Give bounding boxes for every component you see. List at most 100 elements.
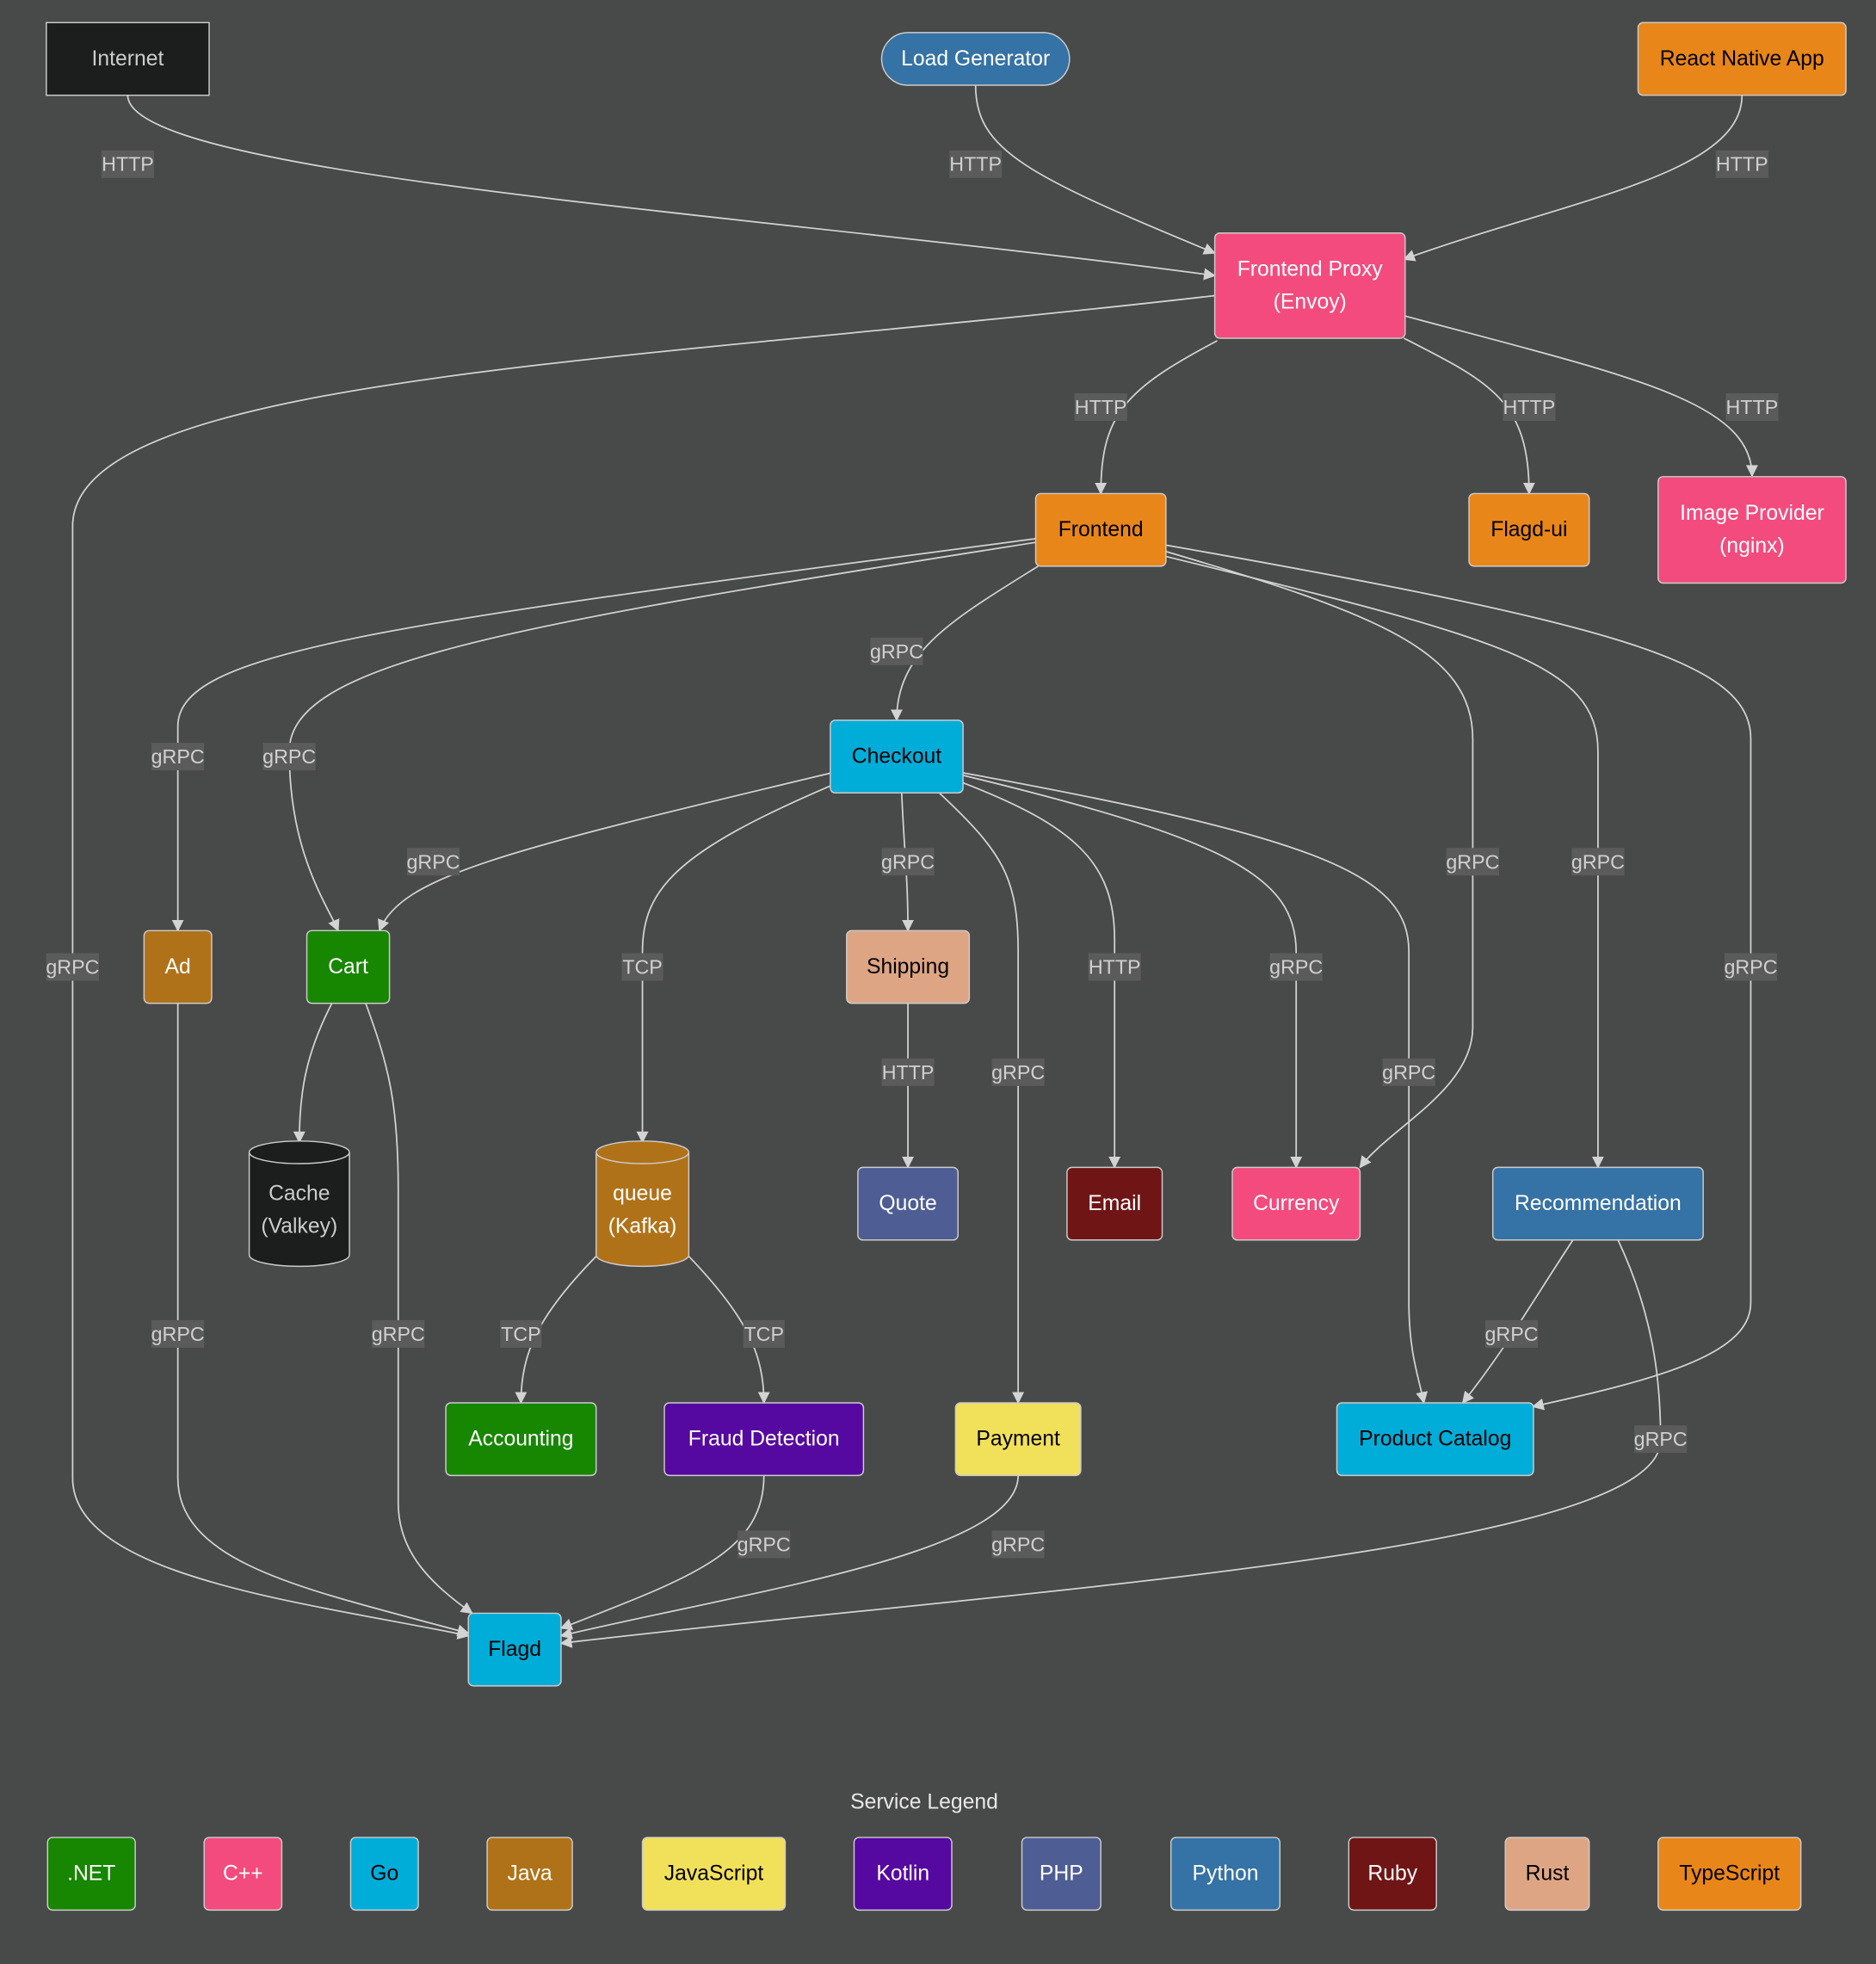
node-quote[interactable]: Quote bbox=[857, 1166, 960, 1241]
legend-swatch bbox=[46, 1837, 136, 1912]
nodes-layer: Internet Load Generator React Native App Fr… bbox=[46, 22, 1847, 1687]
node-payment[interactable]: Payment bbox=[954, 1402, 1082, 1477]
legend-label: Rust bbox=[1526, 1862, 1570, 1886]
node-checkout[interactable]: Checkout bbox=[830, 720, 964, 794]
node-email[interactable]: Email bbox=[1066, 1166, 1163, 1241]
node-label: Email bbox=[1088, 1192, 1141, 1215]
edge-protocol-label: HTTP bbox=[882, 1061, 935, 1084]
edge-label-proxy-to-frontend: HTTP bbox=[1074, 393, 1127, 422]
node-box bbox=[467, 1612, 562, 1687]
legend-swatch bbox=[203, 1837, 283, 1912]
cylinder-top-rim bbox=[595, 1152, 690, 1164]
legend-item-kotlin: Kotlin bbox=[853, 1837, 953, 1912]
legend-label: TypeScript bbox=[1679, 1862, 1780, 1886]
legend-item-go: Go bbox=[349, 1837, 419, 1912]
node-label: (nginx) bbox=[1719, 534, 1785, 558]
node-label: (Valkey) bbox=[261, 1214, 337, 1238]
edge-label-background bbox=[1571, 848, 1625, 876]
edge-protocol-label: HTTP bbox=[1716, 153, 1768, 176]
node-accounting[interactable]: Accounting bbox=[445, 1402, 597, 1477]
edge-label-background bbox=[1634, 1425, 1688, 1454]
edge-protocol-label: HTTP bbox=[1503, 396, 1556, 418]
node-label: Internet bbox=[92, 47, 164, 71]
legend-item-c: C++ bbox=[203, 1837, 283, 1912]
node-rnapp[interactable]: React Native App bbox=[1637, 22, 1847, 96]
edge-label-checkout-to-email: HTTP bbox=[1088, 953, 1141, 981]
legend-item-java: Java bbox=[486, 1837, 573, 1912]
node-ad[interactable]: Ad bbox=[143, 930, 213, 1004]
edge-label-checkout-to-queue: TCP bbox=[621, 953, 663, 981]
node-box bbox=[1637, 22, 1847, 96]
node-loadgen[interactable]: Load Generator bbox=[880, 32, 1071, 86]
edge-label-frontend-to-cart: gRPC bbox=[262, 743, 316, 771]
edge-label-shipping-to-quote: HTTP bbox=[881, 1058, 935, 1086]
edge-frontend-to-productcatalog bbox=[1164, 544, 1752, 1411]
node-cache[interactable]: Cache (Valkey) bbox=[248, 1140, 350, 1268]
edge-protocol-label: gRPC bbox=[1382, 1061, 1435, 1084]
edge-label-background bbox=[1382, 1058, 1435, 1086]
node-box bbox=[857, 1166, 960, 1241]
node-label: (Kafka) bbox=[608, 1214, 677, 1238]
legend-swatch bbox=[1021, 1837, 1102, 1912]
legend-swatch bbox=[1348, 1837, 1437, 1912]
node-label: Flagd-ui bbox=[1490, 518, 1567, 541]
edge-proxy-to-image bbox=[1404, 314, 1758, 478]
edge-protocol-label: gRPC bbox=[262, 745, 316, 768]
node-box bbox=[1213, 232, 1406, 339]
node-label: Cart bbox=[328, 955, 368, 979]
node-productcatalog[interactable]: Product Catalog bbox=[1336, 1402, 1534, 1477]
edge-label-frontend-to-productcatalog: gRPC bbox=[1724, 953, 1778, 981]
edge-protocol-label: TCP bbox=[744, 1323, 784, 1345]
database-cylinder-shape bbox=[595, 1140, 690, 1268]
edge-label-background bbox=[1503, 393, 1556, 422]
legend-item-rust: Rust bbox=[1504, 1837, 1590, 1912]
node-box bbox=[1491, 1166, 1704, 1241]
node-fraud[interactable]: Fraud Detection bbox=[663, 1402, 865, 1477]
edge-protocol-label: HTTP bbox=[949, 153, 1002, 176]
legend-item-javascript: JavaScript bbox=[641, 1837, 787, 1912]
node-flagdui[interactable]: Flagd-ui bbox=[1468, 492, 1590, 567]
node-frontend[interactable]: Frontend bbox=[1034, 492, 1167, 567]
legend-swatch bbox=[349, 1837, 419, 1912]
edge-frontend-to-ad bbox=[171, 537, 1036, 932]
edge-protocol-label: HTTP bbox=[102, 153, 154, 176]
node-image[interactable]: Image Provider (nginx) bbox=[1657, 476, 1847, 584]
edge-label-background bbox=[949, 150, 1003, 178]
edge-protocol-label: gRPC bbox=[151, 745, 205, 768]
edge-cart-to-cache bbox=[293, 1003, 333, 1144]
edge-ad-to-flagd bbox=[176, 1003, 470, 1637]
node-box bbox=[663, 1402, 865, 1477]
node-label: (Envoy) bbox=[1274, 290, 1347, 313]
edge-label-background bbox=[262, 743, 316, 771]
node-label: queue bbox=[613, 1182, 672, 1205]
edge-protocol-label: gRPC bbox=[991, 1061, 1045, 1084]
edge-protocol-label: gRPC bbox=[372, 1323, 425, 1345]
node-queue[interactable]: queue (Kafka) bbox=[595, 1140, 690, 1268]
edge-label-frontend-to-ad: gRPC bbox=[151, 743, 205, 771]
legend-label: C++ bbox=[223, 1862, 263, 1886]
edge-label-cart-to-flagd: gRPC bbox=[372, 1319, 425, 1348]
node-label: Payment bbox=[976, 1428, 1060, 1451]
node-internet[interactable]: Internet bbox=[46, 22, 210, 96]
edge-label-background bbox=[1725, 393, 1779, 422]
node-recommendation[interactable]: Recommendation bbox=[1491, 1166, 1704, 1241]
edge-payment-to-flagd bbox=[559, 1475, 1020, 1640]
legend-swatch bbox=[641, 1837, 787, 1912]
edge-label-background bbox=[881, 848, 935, 876]
node-currency[interactable]: Currency bbox=[1231, 1166, 1361, 1241]
legend-label: Kotlin bbox=[876, 1862, 929, 1886]
edge-labels-layer: HTTP HTTP HTTP gRPC HTTP HTTP HTTP gRPC gRPC gRPC… bbox=[46, 150, 1779, 1559]
edge-internet-to-proxy bbox=[127, 95, 1216, 281]
node-box bbox=[954, 1402, 1082, 1477]
edge-protocol-label: gRPC bbox=[1446, 850, 1499, 873]
edge-label-background bbox=[991, 1530, 1045, 1559]
node-cart[interactable]: Cart bbox=[305, 930, 391, 1004]
node-proxy[interactable]: Frontend Proxy (Envoy) bbox=[1213, 232, 1406, 339]
node-flagd[interactable]: Flagd bbox=[467, 1612, 562, 1687]
edge-checkout-to-email bbox=[962, 781, 1121, 1169]
edge-checkout-to-queue bbox=[636, 784, 832, 1144]
node-shipping[interactable]: Shipping bbox=[846, 930, 971, 1004]
edge-label-fraud-to-flagd: gRPC bbox=[737, 1530, 791, 1559]
node-label: Fraud Detection bbox=[688, 1428, 840, 1451]
